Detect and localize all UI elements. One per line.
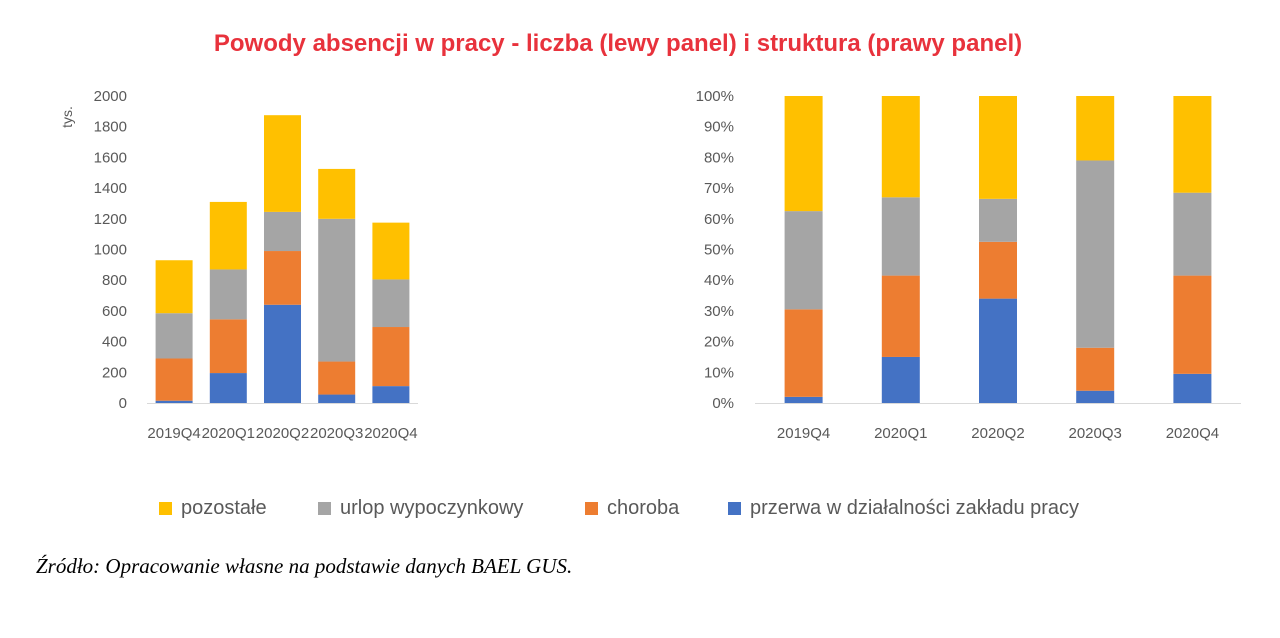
right-bar-segment	[1173, 275, 1212, 374]
legend-swatch	[318, 501, 331, 515]
left-panel-count: 0 200 400 600 800 1000 1200 1400 1600 1800 2000 tys…	[59, 88, 418, 442]
left-bar-segment	[318, 218, 356, 362]
left-xtick-label: 2020Q3	[310, 425, 363, 442]
right-bar-segment	[881, 197, 920, 276]
legend-item: choroba	[585, 493, 679, 523]
left-bar-segment	[209, 269, 247, 320]
right-bar-segment	[1173, 96, 1212, 193]
left-bar-segment	[318, 394, 356, 403]
legend-swatch	[159, 501, 172, 515]
left-bar-segment	[209, 319, 247, 374]
left-bar-segment	[264, 251, 301, 305]
right-xtick-label: 2019Q4	[777, 425, 830, 442]
right-bar-segment	[881, 275, 920, 357]
left-bar-segment	[155, 313, 193, 359]
right-panel-structure: 0% 10% 20% 30% 40% 50% 60% 70% 80% 90% 100% 2019Q4 2…	[696, 88, 1241, 442]
legend-swatch	[585, 501, 598, 515]
legend-item: pozostałe	[159, 493, 267, 523]
right-ytick-label: 80%	[704, 149, 734, 166]
legend-label: przerwa w działalności zakładu pracy	[750, 496, 1080, 519]
left-xtick-label: 2020Q1	[202, 425, 255, 442]
left-ytick-label: 1200	[94, 211, 127, 228]
left-y-unit-label: tys.	[59, 106, 75, 128]
right-bar-segment	[979, 96, 1017, 199]
right-bar-segment	[881, 356, 920, 403]
right-ytick-label: 20%	[704, 334, 734, 351]
left-bar-segment	[155, 260, 193, 314]
right-bar-segment	[1076, 160, 1115, 348]
legend-label: pozostałe	[181, 496, 267, 519]
right-ytick-label: 70%	[704, 180, 734, 197]
right-ytick-label: 60%	[704, 211, 734, 228]
left-bar-segment	[372, 222, 410, 280]
left-ytick-label: 1600	[94, 149, 127, 166]
source-note: Źródło: Opracowanie własne na podstawie …	[36, 554, 573, 578]
right-bar-segment	[1076, 347, 1115, 391]
right-bar-segment	[784, 396, 823, 403]
right-ytick-label: 30%	[704, 303, 734, 320]
right-ytick-label: 0%	[712, 395, 734, 412]
left-bar-segment	[318, 361, 356, 395]
right-bar-segment	[1076, 96, 1115, 161]
left-ytick-label: 1400	[94, 180, 127, 197]
left-ytick-label: 0	[119, 395, 127, 412]
legend-item: przerwa w działalności zakładu pracy	[728, 493, 1079, 523]
right-bar-segment	[1173, 373, 1212, 403]
left-ytick-label: 400	[102, 334, 127, 351]
right-ytick-label: 100%	[696, 88, 734, 105]
left-bar-segment	[372, 327, 410, 387]
legend-item: urlop wypoczynkowy	[318, 493, 523, 523]
legend-swatch	[728, 501, 741, 515]
right-bar-segment	[979, 241, 1017, 299]
right-bar-segment	[784, 211, 823, 310]
left-ytick-label: 1000	[94, 242, 127, 259]
left-bar-segment	[209, 201, 247, 270]
right-ytick-label: 90%	[704, 119, 734, 136]
right-bar-segment	[881, 96, 920, 198]
right-xtick-label: 2020Q2	[971, 425, 1024, 442]
left-bar-segment	[372, 279, 410, 328]
left-xtick-label: 2020Q4	[364, 425, 417, 442]
right-bar-segment	[1076, 390, 1115, 403]
left-bar-segment	[372, 386, 410, 403]
chart-title: Powody absencji w pracy - liczba (lewy p…	[213, 30, 1023, 57]
legend-label: choroba	[607, 496, 680, 519]
left-xtick-label: 2019Q4	[147, 425, 200, 442]
left-bar-segment	[264, 115, 301, 212]
left-bar-segment	[155, 358, 193, 401]
left-xtick-label: 2020Q2	[256, 425, 309, 442]
left-ytick-label: 1800	[94, 119, 127, 136]
left-ytick-label: 600	[102, 303, 127, 320]
left-bar-segment	[209, 373, 247, 403]
left-ytick-label: 200	[102, 364, 127, 381]
right-bar-segment	[784, 309, 823, 397]
right-bar-segment	[979, 298, 1017, 403]
right-xtick-label: 2020Q3	[1069, 425, 1122, 442]
legend: pozostałe urlop wypoczynkowy choroba przerw…	[0, 493, 1280, 523]
left-bar-segment	[318, 168, 356, 219]
right-xtick-label: 2020Q4	[1166, 425, 1219, 442]
left-ytick-label: 800	[102, 272, 127, 289]
left-ytick-label: 2000	[94, 88, 127, 105]
left-bar-segment	[264, 304, 301, 403]
right-ytick-label: 10%	[704, 364, 734, 381]
right-ytick-label: 40%	[704, 272, 734, 289]
left-bar-segment	[264, 211, 301, 252]
left-bar-segment	[155, 400, 193, 403]
right-bar-segment	[1173, 192, 1212, 276]
right-ytick-label: 50%	[704, 242, 734, 259]
right-xtick-label: 2020Q1	[874, 425, 927, 442]
legend-label: urlop wypoczynkowy	[340, 496, 524, 519]
right-bar-segment	[784, 96, 823, 212]
right-bar-segment	[979, 198, 1017, 242]
